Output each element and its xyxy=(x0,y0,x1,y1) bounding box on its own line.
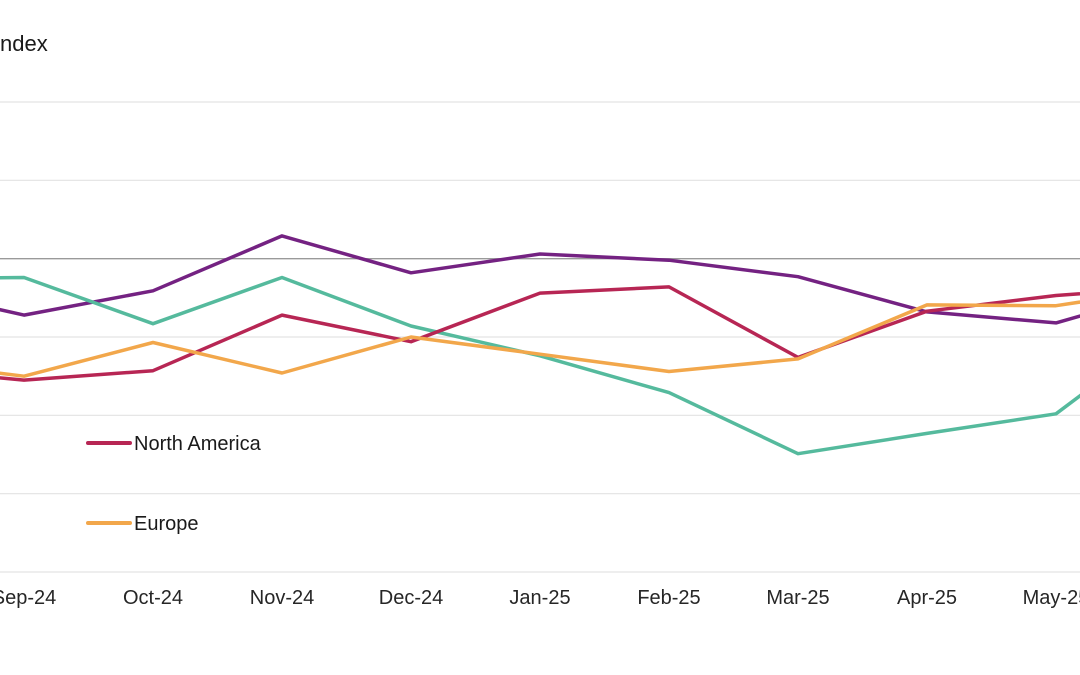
legend: North America Europe xyxy=(86,433,262,535)
series-line-north-america xyxy=(0,285,1080,382)
x-tick-label: Nov-24 xyxy=(250,587,314,609)
series-line-europe xyxy=(0,300,1080,378)
x-tick-label: Mar-25 xyxy=(766,587,829,609)
legend-label: Europe xyxy=(134,513,199,535)
x-tick-label: May-25 xyxy=(1023,587,1080,609)
x-tick-label: Oct-24 xyxy=(123,587,183,609)
legend-label: North America xyxy=(134,433,262,455)
gridlines xyxy=(0,101,1080,573)
series-lines xyxy=(0,234,1080,456)
x-tick-label: Sep-24 xyxy=(0,587,56,609)
x-axis-tick-labels: Sep-24 Oct-24 Nov-24 Dec-24 Jan-25 Feb-25 Mar-… xyxy=(0,587,1080,609)
chart-title: ndex xyxy=(0,31,48,56)
series-line-1 xyxy=(0,234,1080,325)
x-tick-label: Jan-25 xyxy=(509,587,570,609)
x-tick-label: Apr-25 xyxy=(897,587,957,609)
x-tick-label: Feb-25 xyxy=(637,587,700,609)
x-tick-label: Dec-24 xyxy=(379,587,443,609)
